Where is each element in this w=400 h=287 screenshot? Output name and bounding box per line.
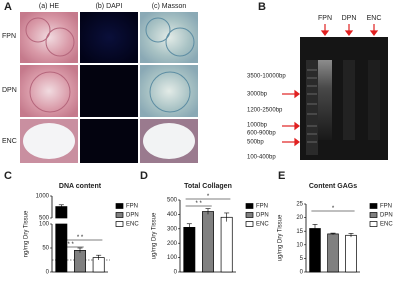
legend-swatch xyxy=(115,212,124,218)
y-tick-label: 300 xyxy=(167,226,178,232)
column-header: (c) Masson xyxy=(152,3,187,10)
micrograph xyxy=(20,12,78,63)
row-label: DPN xyxy=(2,87,17,94)
ladder-label: 3000bp xyxy=(247,92,268,98)
ladder-label: 100-400bp xyxy=(247,155,276,161)
significance-label: * xyxy=(207,194,210,200)
legend-swatch xyxy=(245,221,254,227)
micrograph xyxy=(80,119,138,163)
y-tick-label: 0 xyxy=(174,270,178,276)
gel-lane xyxy=(318,60,332,140)
bar xyxy=(345,234,357,273)
legend-label: FPN xyxy=(380,204,392,210)
legend-swatch xyxy=(369,212,378,218)
gel-lane xyxy=(368,60,380,140)
chart-title: Total Collagen xyxy=(184,183,232,190)
panel-label: C xyxy=(4,170,12,182)
y-tick-label: 100 xyxy=(39,222,50,228)
micrograph xyxy=(80,12,138,63)
y-tick-label: 25 xyxy=(296,202,303,208)
chart-title: DNA content xyxy=(59,183,102,190)
legend-label: DPN xyxy=(380,213,393,219)
y-tick-label: 20 xyxy=(296,215,303,221)
row-label: FPN xyxy=(2,33,16,40)
micrograph xyxy=(80,65,138,117)
micrograph xyxy=(25,17,51,43)
legend-label: ENC xyxy=(380,222,393,228)
legend-label: ENC xyxy=(126,222,139,228)
y-tick-label: 1000 xyxy=(36,194,50,200)
micrograph xyxy=(23,123,75,159)
micrograph xyxy=(140,65,198,117)
legend-label: ENC xyxy=(256,222,269,228)
ladder-label: 1200-2500bp xyxy=(247,108,283,114)
bar xyxy=(220,216,233,273)
y-axis-label: ug/mg Dry Tissue xyxy=(152,212,158,259)
bar xyxy=(183,227,196,273)
micrograph xyxy=(143,123,195,159)
ladder-label: 1000bp xyxy=(247,123,268,129)
y-tick-label: 200 xyxy=(167,241,178,247)
panel-label: B xyxy=(258,1,266,13)
micrograph xyxy=(145,17,171,43)
y-tick-label: 400 xyxy=(167,212,178,218)
y-axis-label: ng/mg Dry Tissue xyxy=(24,210,30,257)
y-tick-label: 0 xyxy=(300,270,304,276)
legend-label: DPN xyxy=(126,213,139,219)
lane-label: ENC xyxy=(367,15,382,22)
y-tick-label: 500 xyxy=(39,216,50,222)
legend-swatch xyxy=(115,221,124,227)
panel-a: A (a) HE (b) DAPI (c) Masson FPN DPN ENC xyxy=(2,1,198,163)
lane-label: DPN xyxy=(342,15,357,22)
legend-label: FPN xyxy=(256,204,268,210)
panel-b: B FPN DPN ENC 3500-10000bp 3000bp 1200-2… xyxy=(247,1,388,161)
significance-label: * xyxy=(332,206,335,212)
micrograph xyxy=(45,27,75,57)
ladder-label: 3500-10000bp xyxy=(247,74,286,80)
y-tick-label: 100 xyxy=(167,255,178,261)
legend-label: DPN xyxy=(256,213,269,219)
legend-swatch xyxy=(245,203,254,209)
bar xyxy=(327,233,339,273)
panel-label: E xyxy=(278,170,285,182)
legend-swatch xyxy=(369,221,378,227)
y-tick-label: 500 xyxy=(167,198,178,204)
panel-label: D xyxy=(140,170,148,182)
row-label: ENC xyxy=(2,138,17,145)
y-tick-label: 5 xyxy=(300,256,304,262)
micrograph xyxy=(140,12,198,63)
y-tick-label: 10 xyxy=(296,242,303,248)
legend-swatch xyxy=(369,203,378,209)
column-header: (a) HE xyxy=(39,3,60,10)
y-tick-label: 15 xyxy=(296,229,303,235)
panel-label: A xyxy=(4,1,12,13)
ladder-lane xyxy=(306,60,318,155)
arrows xyxy=(282,24,379,147)
significance-label: * * xyxy=(67,242,74,248)
micrograph xyxy=(20,65,78,117)
lane-label: FPN xyxy=(318,15,332,22)
significance-label: * * xyxy=(77,235,84,241)
y-axis-label: ug/mg Dry Tissue xyxy=(278,214,284,261)
column-header: (b) DAPI xyxy=(96,3,123,10)
micrograph xyxy=(165,27,195,57)
ladder-label: 500bp xyxy=(247,140,264,146)
chart-title: Content GAGs xyxy=(309,183,357,190)
bar xyxy=(74,250,86,273)
bar xyxy=(202,211,214,273)
bar xyxy=(55,223,68,273)
significance-label: * * xyxy=(195,201,202,207)
micrograph xyxy=(149,71,191,113)
ladder-bands xyxy=(307,69,317,143)
legend-swatch xyxy=(115,203,124,209)
bar xyxy=(309,228,321,273)
micrograph xyxy=(29,71,71,113)
legend-label: FPN xyxy=(126,204,138,210)
y-tick-label: 0 xyxy=(46,270,50,276)
gel-lane xyxy=(343,60,355,140)
legend-swatch xyxy=(245,212,254,218)
ladder-label: 600-900bp xyxy=(247,131,276,137)
y-tick-label: 50 xyxy=(42,246,49,252)
